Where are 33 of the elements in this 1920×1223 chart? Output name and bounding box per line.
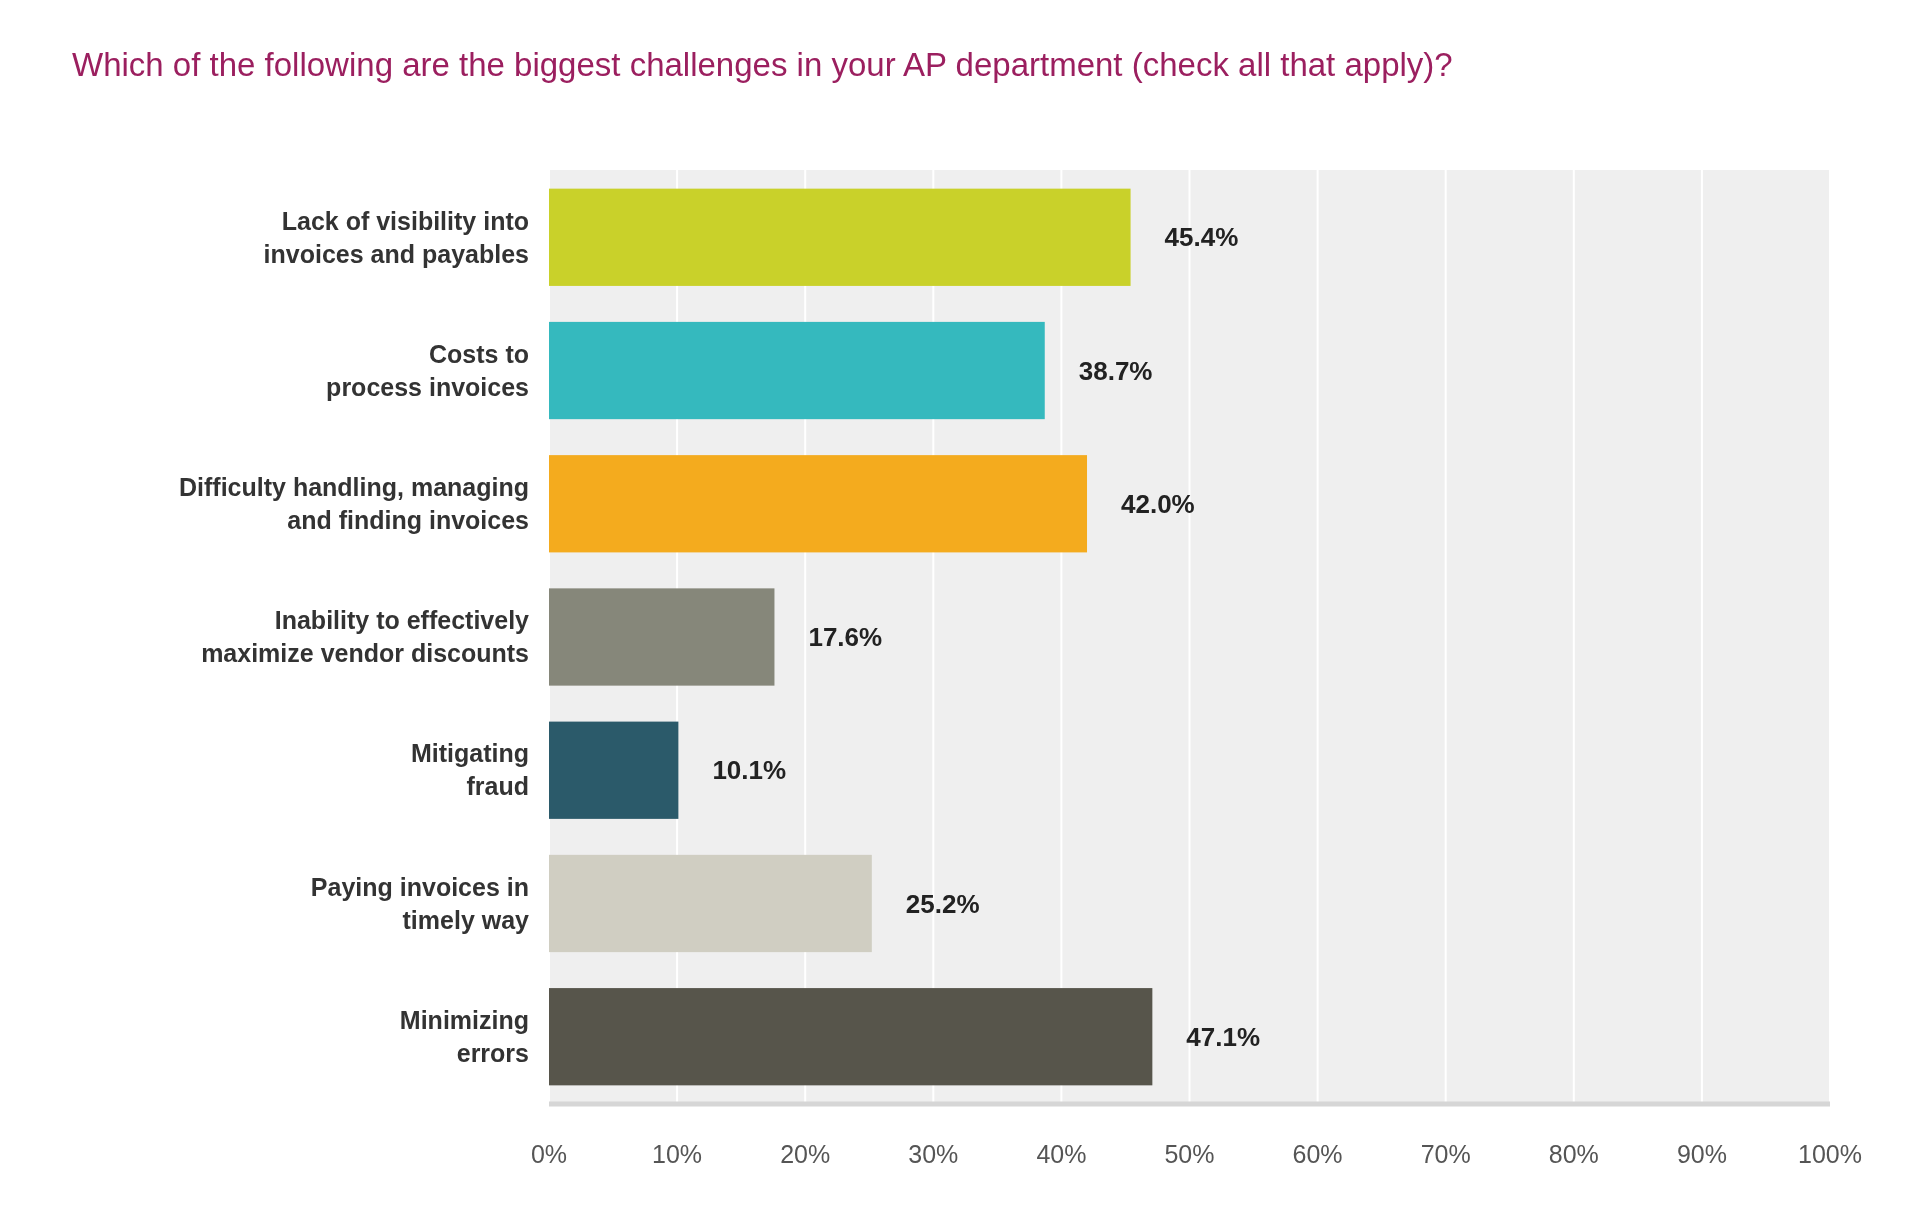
data-label: 38.7% — [1078, 355, 1153, 386]
x-tick-label: 20% — [780, 1140, 831, 1168]
bar — [549, 188, 1131, 286]
y-tick-label: Lack of visibility into invoices and payables — [263, 206, 529, 268]
y-tick-label: Mitigating fraud — [410, 739, 529, 801]
bar — [549, 588, 775, 686]
y-tick-label: Costs to process invoices — [326, 339, 529, 401]
data-label: 17.6% — [808, 622, 883, 653]
data-label: 10.1% — [712, 755, 787, 786]
y-tick-label: Difficulty handling, managing and finding invoices — [179, 473, 529, 535]
data-label: 45.4% — [1164, 222, 1239, 253]
x-tick-label: 30% — [908, 1140, 959, 1168]
y-tick-label: Inability to effectively maximize vendor discounts — [201, 606, 530, 668]
x-tick-label: 80% — [1548, 1140, 1599, 1168]
data-label: 42.0% — [1121, 488, 1195, 519]
x-tick-label: 60% — [1292, 1140, 1343, 1168]
x-tick-label: 100% — [1798, 1140, 1862, 1168]
chart-title: Which of the following are the biggest challenges in your AP department (check all that apply)? — [72, 46, 1453, 83]
bar — [549, 721, 679, 819]
data-label: 47.1% — [1186, 1021, 1261, 1052]
y-tick-label: Minimizing errors — [399, 1005, 529, 1067]
bar — [549, 854, 872, 953]
x-tick-label: 50% — [1164, 1140, 1215, 1168]
bar — [549, 455, 1088, 553]
x-tick-label: 10% — [652, 1140, 703, 1168]
data-label: 25.2% — [905, 888, 980, 919]
y-tick-label: Paying invoices in timely way — [310, 872, 530, 934]
x-tick-label: 70% — [1420, 1140, 1471, 1168]
x-tick-label: 0% — [530, 1140, 568, 1168]
x-tick-label: 40% — [1036, 1140, 1087, 1168]
x-tick-label: 90% — [1676, 1140, 1727, 1168]
bar — [549, 321, 1045, 420]
bar — [549, 988, 1153, 1086]
